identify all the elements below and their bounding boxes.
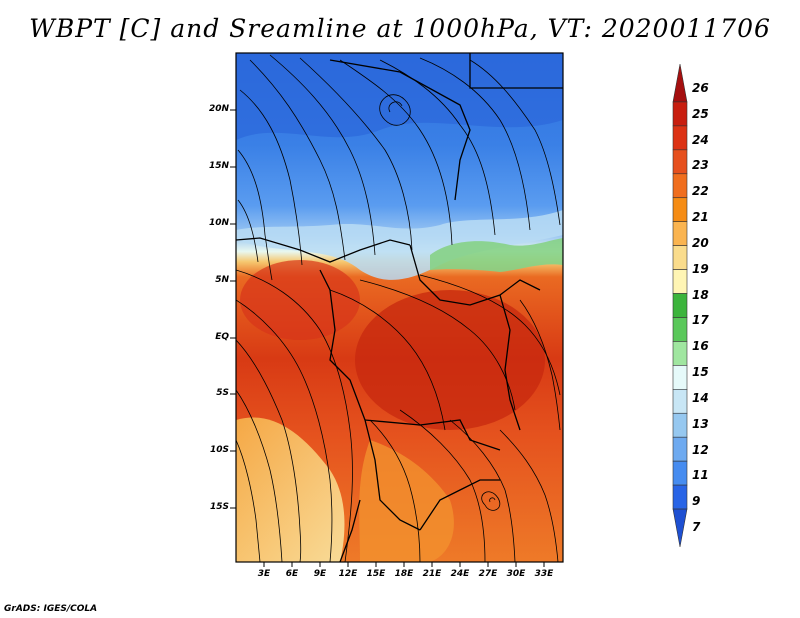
colorbar-swatch — [672, 389, 688, 414]
colorbar-swatch — [672, 125, 688, 151]
map-frame — [235, 52, 564, 563]
colorbar-swatch — [672, 460, 688, 486]
colorbar-swatch — [672, 173, 688, 199]
colorbar-label: 16 — [692, 339, 709, 353]
colorbar-label: 19 — [692, 262, 709, 276]
lat-label-15s: 15S — [209, 502, 229, 512]
colorbar-label: 7 — [692, 520, 701, 534]
colorbar-bottom-arrow — [672, 508, 688, 548]
lon-tick-marks — [263, 562, 545, 567]
colorbar-label: 14 — [692, 391, 709, 405]
colorbar-swatch — [672, 197, 688, 222]
colorbar-label: 24 — [692, 133, 709, 147]
chart-title: WBPT [C] and Sreamline at 1000hPa, VT: 2… — [29, 14, 771, 43]
lon-label-21e: 21E — [422, 569, 442, 579]
lat-label-5s: 5S — [216, 388, 229, 398]
lat-label-10s: 10S — [209, 445, 229, 455]
colorbar-top-arrow — [672, 63, 688, 103]
lat-tick-marks — [230, 109, 236, 509]
lon-label-9e: 9E — [313, 569, 327, 579]
colorbar-swatch — [672, 341, 688, 366]
lat-label-5n: 5N — [215, 275, 229, 285]
colorbar-swatch — [672, 245, 688, 270]
colorbar-swatch — [672, 365, 688, 390]
colorbar-swatch — [672, 101, 688, 127]
lon-label-15e: 15E — [366, 569, 386, 579]
colorbar-label: 25 — [692, 107, 709, 121]
lat-label-eq: EQ — [215, 332, 229, 342]
colorbar-label: 22 — [692, 184, 709, 198]
colorbar-label: 13 — [692, 417, 709, 431]
lon-label-33e: 33E — [534, 569, 554, 579]
colorbar — [672, 63, 688, 548]
colorbar-label: 11 — [692, 468, 709, 482]
colorbar-swatch — [672, 293, 688, 318]
colorbar-swatch — [672, 436, 688, 462]
lat-label-15n: 15N — [208, 161, 229, 171]
country-borders — [236, 53, 563, 562]
colorbar-label: 23 — [692, 158, 709, 172]
lon-label-24e: 24E — [450, 569, 470, 579]
lon-label-30e: 30E — [506, 569, 526, 579]
colorbar-label: 21 — [692, 210, 709, 224]
colorbar-label: 26 — [692, 81, 709, 95]
colorbar-label: 15 — [692, 365, 709, 379]
lon-label-27e: 27E — [478, 569, 498, 579]
colorbar-label: 9 — [692, 494, 701, 508]
lon-label-18e: 18E — [394, 569, 414, 579]
colorbar-label: 20 — [692, 236, 709, 250]
shaded-field — [236, 53, 563, 562]
lon-label-12e: 12E — [338, 569, 358, 579]
colorbar-label: 12 — [692, 443, 709, 457]
footer-credit: GrADS: IGES/COLA — [4, 604, 98, 614]
lon-label-6e: 6E — [285, 569, 299, 579]
colorbar-swatch — [672, 221, 688, 246]
lat-label-20n: 20N — [208, 104, 229, 114]
colorbar-label: 17 — [692, 313, 709, 327]
colorbar-swatch — [672, 149, 688, 175]
lon-label-3e: 3E — [257, 569, 271, 579]
colorbar-label: 18 — [692, 288, 709, 302]
colorbar-swatch — [672, 484, 688, 510]
colorbar-swatch — [672, 317, 688, 342]
colorbar-swatch — [672, 269, 688, 294]
colorbar-swatch — [672, 412, 688, 438]
lat-label-10n: 10N — [208, 218, 229, 228]
